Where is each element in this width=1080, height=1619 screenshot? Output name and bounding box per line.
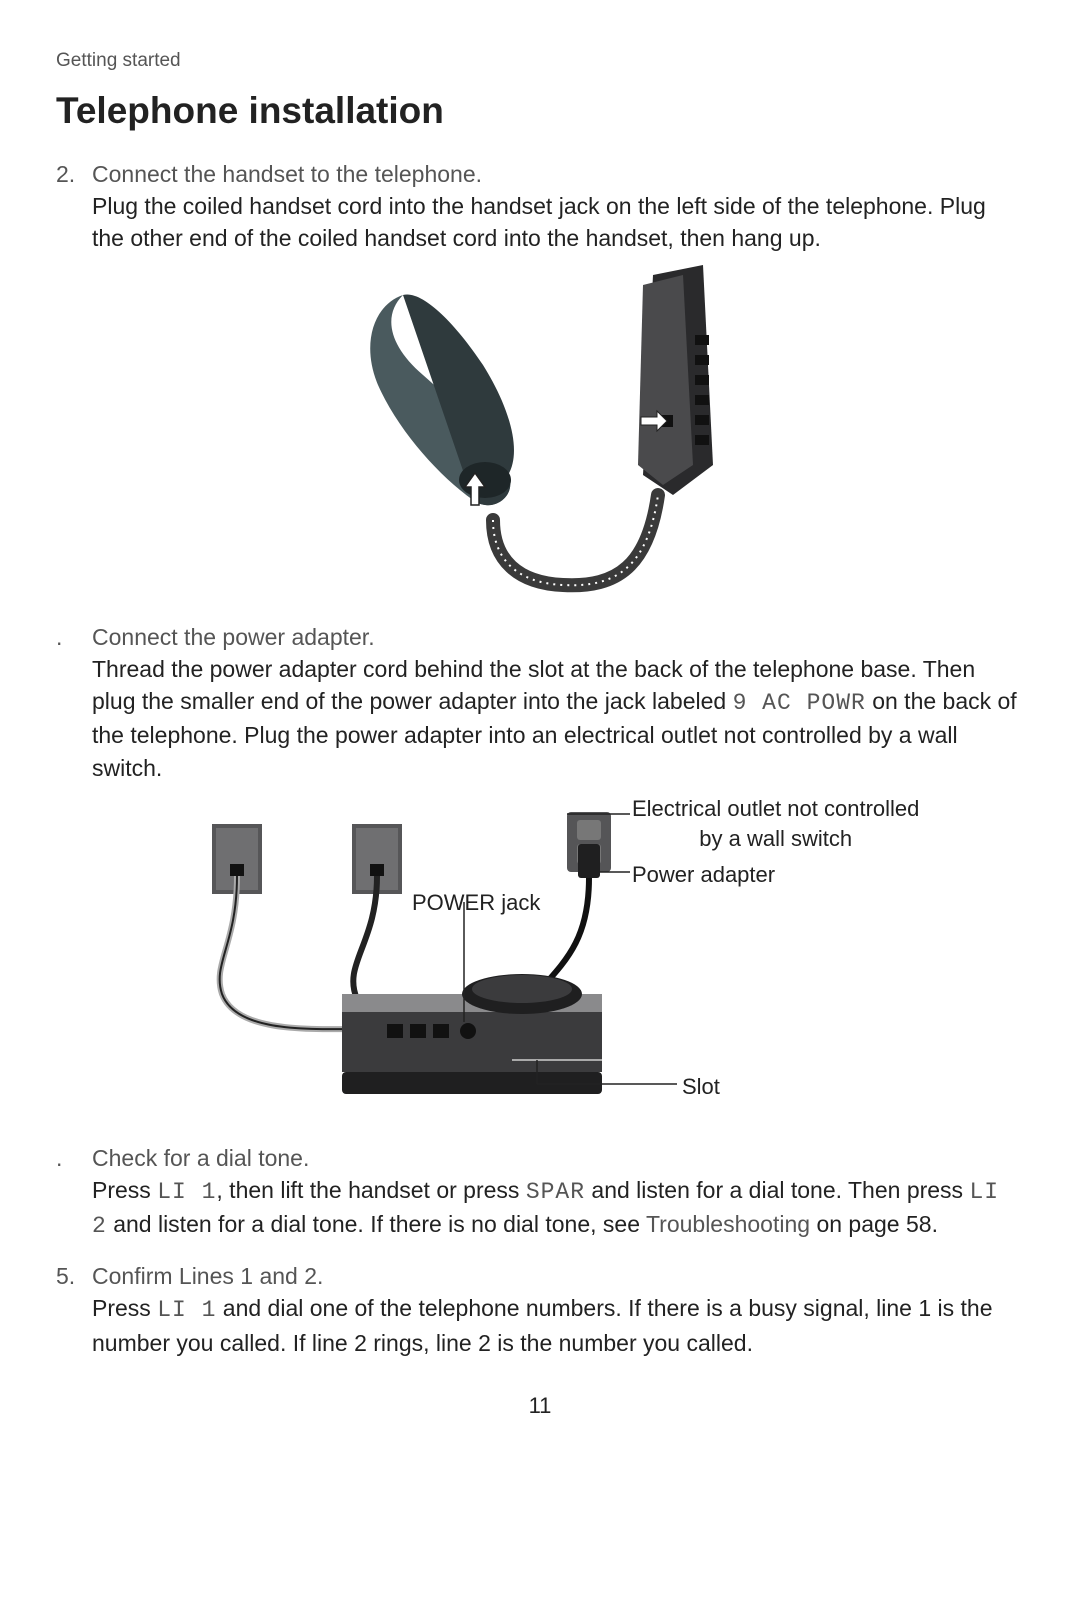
- step-lead: Confirm Lines 1 and 2.: [92, 1263, 323, 1289]
- jack-label: 9 AC POWR: [733, 690, 866, 716]
- figure-handset: [92, 265, 1024, 603]
- step-5: 5. Confirm Lines 1 and 2. Press LI 1 and…: [56, 1260, 1024, 1359]
- step-body: Press LI 1 and dial one of the telephone…: [92, 1295, 993, 1355]
- button-ref: LI 1: [157, 1297, 216, 1323]
- button-ref: SPAR: [526, 1179, 585, 1205]
- page-title: Telephone installation: [56, 90, 1024, 132]
- step-lead: Check for a dial tone.: [92, 1145, 309, 1171]
- step-number: 2.: [56, 158, 75, 190]
- step-number: .: [56, 1142, 62, 1174]
- section-ref: Troubleshooting: [646, 1211, 810, 1237]
- step-number: .: [56, 621, 62, 653]
- figure-power: Electrical outlet not controlled by a wa…: [92, 794, 1024, 1124]
- instruction-list: 2. Connect the handset to the telephone.…: [56, 158, 1024, 1359]
- section-label: Getting started: [56, 50, 1024, 72]
- step-body: Plug the coiled handset cord into the ha…: [92, 193, 986, 251]
- step-lead: Connect the power adapter.: [92, 624, 375, 650]
- step-body: Press LI 1, then lift the handset or pre…: [92, 1177, 999, 1237]
- page-number: 11: [56, 1393, 1024, 1419]
- button-ref: LI 1: [157, 1179, 216, 1205]
- step-lead: Connect the handset to the telephone.: [92, 161, 482, 187]
- step-number: 5.: [56, 1260, 75, 1292]
- step-3: . Connect the power adapter. Thread the …: [56, 621, 1024, 1124]
- step-4: . Check for a dial tone. Press LI 1, the…: [56, 1142, 1024, 1243]
- step-2: 2. Connect the handset to the telephone.…: [56, 158, 1024, 603]
- step-body: Thread the power adapter cord behind the…: [92, 656, 1017, 781]
